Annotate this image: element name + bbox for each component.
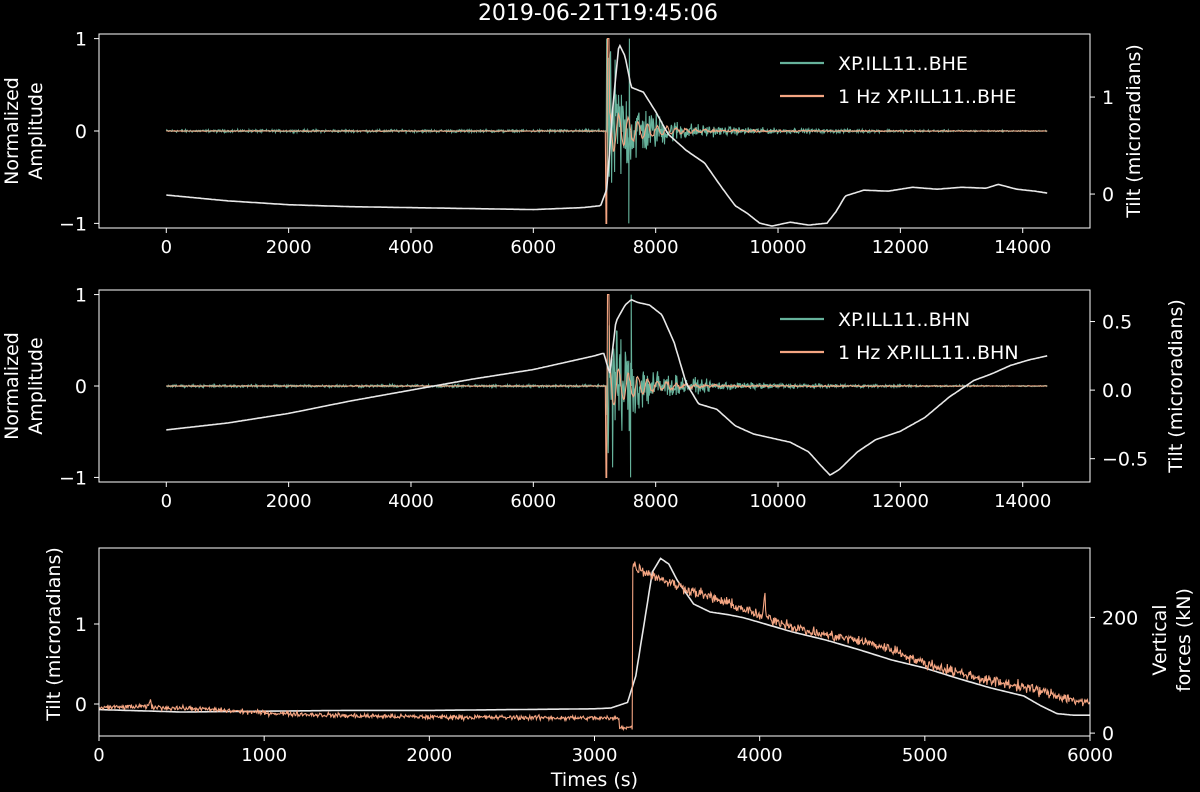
top-y2tick-label: 0 — [1102, 184, 1114, 206]
panel-top: 0 2000 4000 6000 8000 10000 12000 14000 −1 0 1 0 1 No… — [1, 29, 1145, 258]
bottom-xtick-label: 1000 — [241, 745, 287, 766]
top-xtick-label: 4000 — [388, 237, 434, 258]
middle-series-tilt — [166, 298, 1048, 476]
bottom-xtick-label: 3000 — [572, 745, 618, 766]
top-xtick-label: 10000 — [749, 237, 806, 258]
bottom-xtick-label: 2000 — [406, 745, 452, 766]
middle-plot-area — [165, 294, 1048, 478]
middle-xtick-label: 6000 — [510, 491, 556, 512]
top-ylabel-line1: Normalized — [1, 77, 23, 185]
top-ytick-label: −1 — [59, 213, 87, 235]
bottom-xtick-label: 4000 — [737, 745, 783, 766]
top-xtick-label: 6000 — [510, 237, 556, 258]
bottom-series-tilt — [99, 557, 1090, 716]
bottom-y2tick-label: 0 — [1102, 723, 1114, 745]
middle-xtick-label: 12000 — [872, 491, 929, 512]
top-ytick-label: 1 — [75, 29, 87, 51]
middle-ytick-label: −1 — [59, 467, 87, 489]
middle-xtick-label: 10000 — [749, 491, 806, 512]
top-xtick-label: 2000 — [266, 237, 312, 258]
middle-xtick-label: 14000 — [994, 491, 1051, 512]
bottom-xtick-label: 5000 — [902, 745, 948, 766]
panel-middle: 0 2000 4000 6000 8000 10000 12000 14000 −1 0 1 −0.5… — [1, 285, 1187, 512]
bottom-frame — [98, 547, 1091, 737]
bottom-xlabel: Times (s) — [550, 769, 638, 791]
middle-xtick-label: 2000 — [266, 491, 312, 512]
top-xtick-label: 14000 — [994, 237, 1051, 258]
top-y2label: Tilt (microradians) — [1123, 44, 1145, 219]
middle-ytick-label: 0 — [75, 376, 87, 398]
bottom-plot-area — [99, 557, 1090, 732]
bottom-y2tick-label: 200 — [1102, 607, 1138, 629]
bottom-xtick-label: 0 — [93, 745, 104, 766]
middle-y2tick-label: −0.5 — [1102, 449, 1148, 471]
middle-legend-label: 1 Hz XP.ILL11..BHN — [838, 342, 1019, 364]
middle-xtick-label: 0 — [161, 491, 172, 512]
panels: 0 2000 4000 6000 8000 10000 12000 14000−10101No… — [1, 29, 1195, 791]
top-legend-label: 1 Hz XP.ILL11..BHE — [838, 86, 1016, 108]
top-xtick-label: 0 — [161, 237, 172, 258]
middle-ylabel-line1: Normalized — [1, 332, 23, 440]
bottom-ytick-label: 1 — [75, 614, 87, 636]
top-series-tilt — [166, 43, 1048, 227]
middle-ytick-label: 1 — [75, 285, 87, 307]
top-xtick-label: 8000 — [633, 237, 679, 258]
middle-y2label: Tilt (microradians) — [1165, 299, 1187, 474]
top-plot-area — [165, 38, 1048, 227]
middle-series-1-hz-xp-ill11-bhn — [166, 294, 1048, 478]
figure-title: 2019-06-21T19:45:06 — [478, 1, 718, 26]
top-xtick-label: 12000 — [872, 237, 929, 258]
bottom-series-force — [99, 561, 1090, 732]
middle-ylabel-line2: Amplitude — [25, 337, 47, 434]
bottom-ylabel: Tilt (microradians) — [43, 547, 65, 722]
bottom-ytick-label: 0 — [75, 694, 87, 716]
middle-y2tick-label: 0.5 — [1102, 312, 1132, 334]
bottom-y2label-line1: Vertical — [1149, 604, 1171, 675]
top-y2tick-label: 1 — [1102, 87, 1114, 109]
middle-xtick-label: 8000 — [633, 491, 679, 512]
top-legend-label: XP.ILL11..BHE — [838, 53, 968, 75]
middle-xtick-label: 4000 — [388, 491, 434, 512]
middle-legend-label: XP.ILL11..BHN — [838, 309, 970, 331]
middle-y2tick-label: 0.0 — [1102, 380, 1132, 402]
bottom-y2label-line2: forces (kN) — [1173, 588, 1195, 692]
top-ylabel-line2: Amplitude — [25, 82, 47, 179]
bottom-xtick-label: 6000 — [1067, 745, 1113, 766]
top-series-1-hz-xp-ill11-bhe — [166, 38, 1048, 224]
top-ytick-label: 0 — [75, 121, 87, 143]
